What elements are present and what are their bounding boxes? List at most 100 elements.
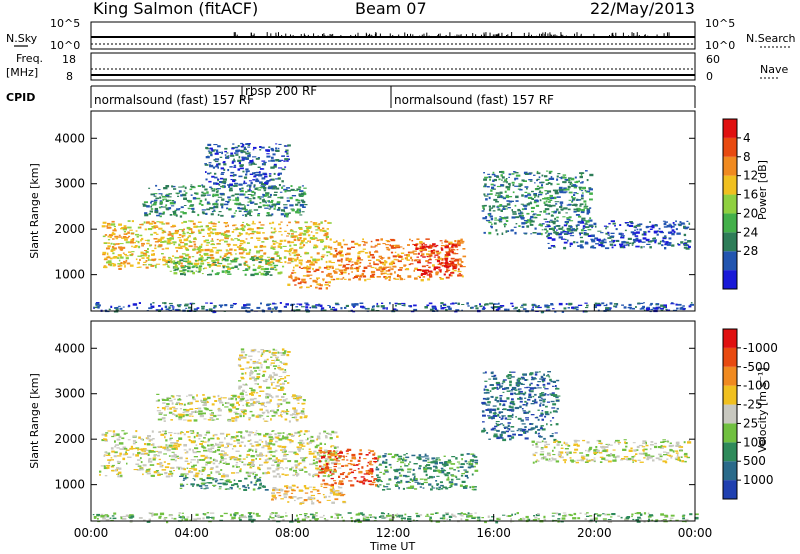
echo-cell <box>204 248 208 252</box>
echo-cell <box>580 197 584 200</box>
echo-cell <box>142 253 147 255</box>
echo-cell <box>514 231 517 235</box>
echo-cell <box>241 461 244 463</box>
echo-cell <box>249 377 252 380</box>
echo-cell <box>328 285 331 287</box>
echo-cell <box>159 196 162 199</box>
echo-cell <box>231 417 236 420</box>
echo-cell <box>253 184 256 186</box>
echo-cell <box>227 155 230 157</box>
echo-cell <box>249 443 253 445</box>
echo-cell <box>222 397 227 399</box>
echo-cell <box>192 197 197 200</box>
echo-cell <box>553 196 557 200</box>
echo-cell <box>244 273 247 276</box>
echo-cell <box>245 399 248 402</box>
echo-cell <box>246 310 251 313</box>
echo-cell <box>132 440 137 442</box>
echo-cell <box>213 228 216 230</box>
echo-cell <box>155 266 157 269</box>
echo-cell <box>257 478 261 481</box>
echo-cell <box>126 462 128 465</box>
echo-cell <box>573 192 577 194</box>
colorbar-tick-label: 24 <box>743 225 758 239</box>
echo-cell <box>491 307 495 310</box>
echo-cell <box>539 199 542 202</box>
echo-cell <box>220 469 223 471</box>
echo-cell <box>498 302 500 305</box>
echo-cell <box>586 208 590 210</box>
echo-cell <box>603 238 606 240</box>
echo-cell <box>169 270 172 272</box>
echo-cell <box>567 307 570 309</box>
echo-cell <box>97 305 100 308</box>
echo-cell <box>124 238 128 241</box>
echo-cell <box>291 436 295 437</box>
echo-cell <box>686 220 689 222</box>
echo-cell <box>454 253 459 255</box>
echo-cell <box>263 350 267 352</box>
echo-cell <box>290 274 293 276</box>
echo-cell <box>503 205 508 208</box>
echo-cell <box>302 206 306 208</box>
echo-cell <box>316 499 319 502</box>
echo-cell <box>298 262 303 264</box>
echo-cell <box>552 227 556 229</box>
echo-cell <box>243 241 246 244</box>
echo-cell <box>573 241 576 244</box>
echo-cell <box>370 270 376 274</box>
echo-cell <box>211 210 214 213</box>
echo-cell <box>103 454 106 457</box>
echo-cell <box>281 209 285 212</box>
echo-cell <box>123 225 127 228</box>
echo-cell <box>211 175 215 178</box>
echo-cell <box>259 186 263 189</box>
echo-cell <box>172 224 176 227</box>
echo-cell <box>637 303 641 305</box>
echo-cell <box>266 461 269 463</box>
echo-cell <box>274 497 277 501</box>
echo-cell <box>242 411 245 414</box>
echo-cell <box>243 225 246 228</box>
echo-cell <box>338 475 341 478</box>
echo-cell <box>338 480 344 483</box>
echo-cell <box>224 447 229 449</box>
echo-cell <box>505 195 510 199</box>
echo-cell <box>378 260 381 262</box>
echo-cell <box>371 305 374 309</box>
echo-cell <box>448 260 452 262</box>
echo-cell <box>534 227 537 230</box>
echo-cell <box>242 415 245 418</box>
echo-cell <box>250 194 254 197</box>
echo-cell <box>156 471 160 474</box>
echo-cell <box>192 432 195 434</box>
echo-cell <box>303 230 308 233</box>
echo-cell <box>277 459 280 462</box>
echo-cell <box>210 153 213 157</box>
echo-cell <box>235 228 240 230</box>
echo-cell <box>162 430 166 432</box>
echo-cell <box>285 490 290 492</box>
echo-cell <box>128 235 131 238</box>
echo-cell <box>247 154 251 158</box>
echo-cell <box>369 462 372 464</box>
echo-cell <box>490 183 494 186</box>
echo-cell <box>284 230 287 232</box>
echo-cell <box>239 190 244 193</box>
echo-cell <box>301 402 306 405</box>
echo-cell <box>316 452 319 454</box>
echo-cell <box>249 398 255 401</box>
echo-cell <box>311 502 315 505</box>
echo-cell <box>317 226 320 230</box>
echo-cell <box>433 267 438 269</box>
echo-cell <box>251 445 254 447</box>
echo-cell <box>331 430 335 434</box>
echo-cell <box>534 196 536 199</box>
echo-cell <box>356 269 359 272</box>
echo-cell <box>181 473 186 475</box>
echo-cell <box>209 461 213 463</box>
echo-cell <box>266 467 272 470</box>
echo-cell <box>226 207 229 210</box>
echo-cell <box>209 231 213 234</box>
echo-cell <box>677 243 681 246</box>
